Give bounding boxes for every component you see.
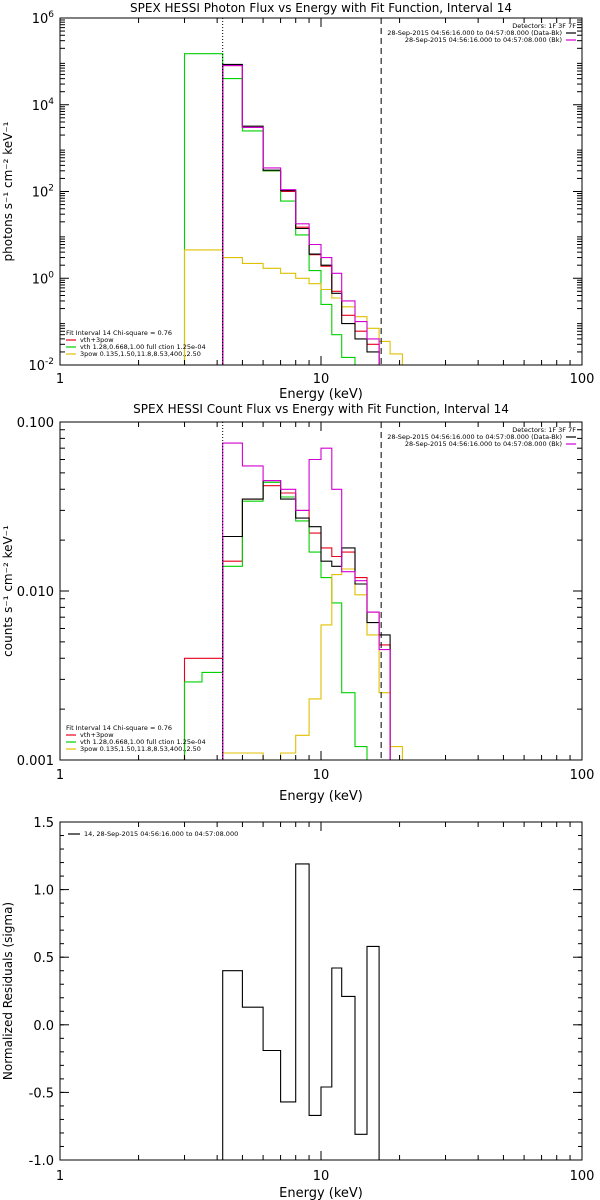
y-tick-label: 1.0 bbox=[33, 884, 54, 899]
y-tick-label: -1.0 bbox=[29, 1154, 54, 1169]
y-tick-exponent: 0 bbox=[48, 270, 54, 280]
y-tick-exponent: -2 bbox=[45, 357, 54, 367]
y-tick-label: 0.0 bbox=[33, 1019, 54, 1034]
y-tick-label: 1.5 bbox=[33, 816, 54, 831]
x-axis-label: Energy (keV) bbox=[279, 789, 363, 804]
legend-entry: 28-Sep-2015 04:56:16.000 to 04:57:08.000… bbox=[387, 433, 562, 441]
plot-frame bbox=[59, 421, 583, 761]
chart-photon: SPEX HESSI Photon Flux vs Energy with Fi… bbox=[1, 1, 594, 402]
series-line-bk bbox=[222, 65, 380, 365]
fit-legend-header: Fit Interval 14 Chi-square = 0.76 bbox=[66, 724, 172, 732]
series-line-vth-3pow bbox=[183, 485, 391, 760]
y-tick-base: 10 bbox=[32, 186, 49, 201]
series-line-vth bbox=[183, 53, 356, 365]
legend-entry: 28-Sep-2015 04:56:16.000 to 04:57:08.000… bbox=[387, 29, 562, 37]
series-group bbox=[183, 442, 403, 760]
y-tick-base: 10 bbox=[28, 359, 45, 374]
x-tick-label: 10 bbox=[313, 768, 330, 783]
y-tick-label: 0.001 bbox=[17, 754, 54, 769]
y-tick-label: 0.5 bbox=[33, 951, 54, 966]
series-line-data-bk bbox=[222, 63, 380, 365]
plot-frame bbox=[59, 17, 583, 366]
legend-header: Detectors: 1F 3F 7F bbox=[512, 426, 576, 434]
y-tick-label: 0.100 bbox=[17, 416, 54, 431]
x-tick-label: 1 bbox=[56, 372, 64, 387]
x-axis-label: Energy (keV) bbox=[279, 1186, 363, 1200]
chart-title: SPEX HESSI Photon Flux vs Energy with Fi… bbox=[130, 1, 512, 15]
fit-legend-entry: vth 1.28,0.668,1.00 full ction 1.25e-04 bbox=[80, 343, 206, 351]
x-tick-label: 10 bbox=[313, 1169, 330, 1184]
fit-legend-entry: 3pow 0.135,1.50,11.8,8.53,400.,2.50 bbox=[80, 350, 201, 358]
series-line-vth-3pow bbox=[222, 65, 380, 365]
x-tick-label: 100 bbox=[570, 1169, 595, 1184]
series-line-3pow bbox=[183, 249, 403, 365]
fit-legend-entry: 3pow 0.135,1.50,11.8,8.53,400.,2.50 bbox=[80, 745, 201, 753]
legend-entry: 28-Sep-2015 04:56:16.000 to 04:57:08.000… bbox=[405, 36, 562, 44]
y-tick-label: 104 bbox=[32, 97, 55, 114]
y-tick-label: 106 bbox=[32, 10, 55, 27]
y-tick-label: 100 bbox=[32, 270, 55, 287]
chart-count: SPEX HESSI Count Flux vs Energy with Fit… bbox=[1, 402, 594, 804]
series-line-data-bk bbox=[222, 480, 391, 760]
series-line-bk bbox=[222, 442, 391, 760]
series-line-vth bbox=[183, 481, 368, 760]
x-tick-label: 1 bbox=[56, 768, 64, 783]
y-tick-base: 10 bbox=[32, 12, 49, 27]
series-group bbox=[183, 53, 403, 365]
legend-entry: 14, 28-Sep-2015 04:56:16.000 to 04:57:08… bbox=[84, 830, 238, 838]
chart-title: SPEX HESSI Count Flux vs Energy with Fit… bbox=[133, 402, 509, 416]
y-tick-label: 102 bbox=[32, 184, 54, 201]
y-tick-label: -0.5 bbox=[29, 1086, 54, 1101]
legend-entry: 28-Sep-2015 04:56:16.000 to 04:57:08.000… bbox=[405, 440, 562, 448]
y-tick-label: 0.010 bbox=[17, 585, 54, 600]
y-tick-exponent: 4 bbox=[48, 97, 54, 107]
chart-residuals: 1 10 100 -1.0 -0.5 0.0 0.5 1.0 1.5 Energy (keV) No… bbox=[1, 816, 594, 1200]
x-tick-label: 10 bbox=[313, 372, 330, 387]
fit-legend-header: Fit Interval 14 Chi-square = 0.76 bbox=[66, 329, 172, 337]
x-axis-label: Energy (keV) bbox=[279, 387, 363, 402]
y-tick-exponent: 2 bbox=[48, 184, 54, 194]
fit-legend-entry: vth+3pow bbox=[80, 336, 114, 344]
y-tick-exponent: 6 bbox=[48, 10, 54, 20]
y-axis-label: Normalized Residuals (sigma) bbox=[1, 902, 15, 1080]
series-group bbox=[222, 863, 380, 1160]
x-tick-label: 100 bbox=[570, 372, 595, 387]
y-tick-base: 10 bbox=[32, 99, 49, 114]
x-tick-label: 1 bbox=[56, 1169, 64, 1184]
legend-header: Detectors: 1F 3F 7F bbox=[512, 22, 576, 30]
y-tick-label: 10-2 bbox=[28, 357, 54, 374]
y-axis-label: photons s⁻¹ cm⁻² keV⁻¹ bbox=[1, 121, 15, 261]
series-line-14-28-sep-2015-04-56-16-000-to-04-57-08-000 bbox=[222, 863, 380, 1160]
x-tick-label: 100 bbox=[570, 768, 595, 783]
y-tick-base: 10 bbox=[32, 272, 49, 287]
fit-legend-entry: vth 1.28,0.668,1.00 full ction 1.25e-04 bbox=[80, 738, 206, 746]
fit-legend-entry: vth+3pow bbox=[80, 731, 114, 739]
y-axis-label: counts s⁻¹ cm⁻² keV⁻¹ bbox=[1, 525, 15, 657]
